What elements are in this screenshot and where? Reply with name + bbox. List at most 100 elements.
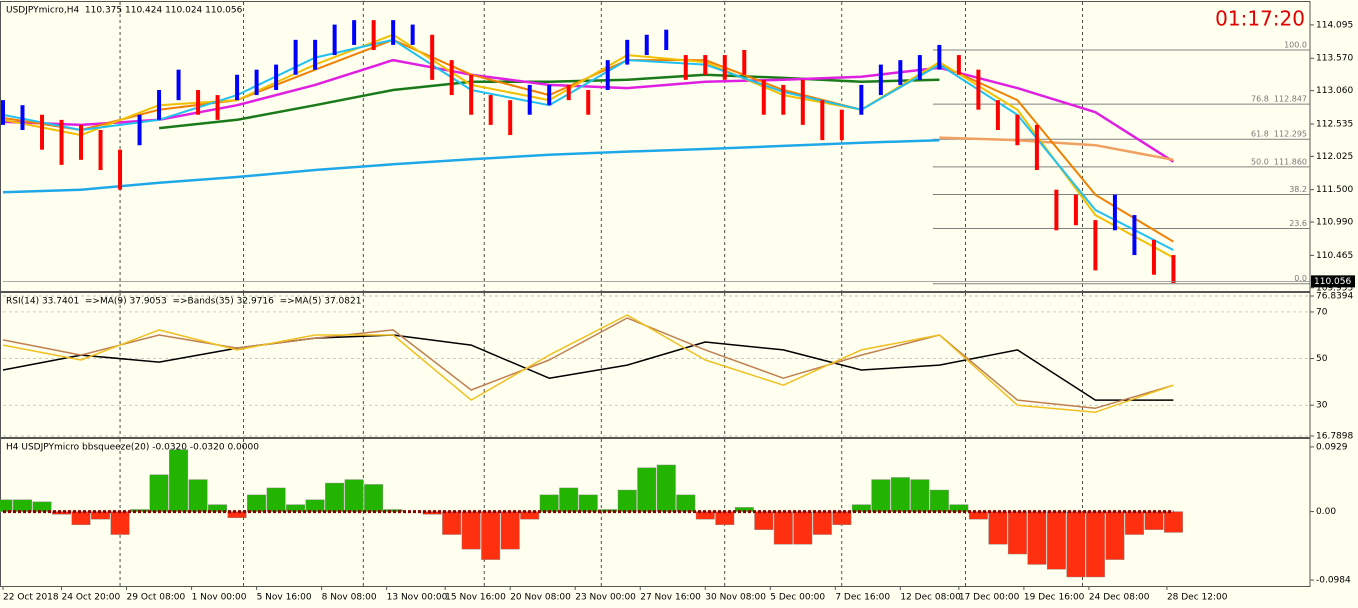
histogram-bar [1046, 511, 1066, 570]
y-tick-label: 50 [1316, 354, 1328, 364]
panel [0, 438, 1311, 587]
x-tick-label: 17 Dec 00:00 [959, 593, 1020, 603]
histogram-bar [188, 479, 208, 512]
x-tick-label: 19 Dec 16:00 [1024, 593, 1085, 603]
y-tick-label: -0.0984 [1316, 576, 1351, 586]
histogram-bar [1144, 511, 1164, 530]
panel [0, 1, 1311, 292]
histogram-bar [305, 499, 325, 512]
histogram-bar [929, 489, 949, 512]
fib-label: 61.8 112.295 [1251, 130, 1307, 139]
y-tick-label: 0.00 [1316, 507, 1336, 517]
y-tick-label: 30 [1316, 401, 1328, 411]
histogram-bar [1007, 511, 1027, 555]
timer: 01:17:20 [1215, 7, 1305, 31]
x-tick-label: 24 Dec 08:00 [1089, 593, 1150, 603]
x-tick-label: 28 Dec 12:00 [1167, 593, 1228, 603]
histogram-bar [442, 511, 462, 535]
y-tick-label: 76.8394 [1316, 292, 1353, 302]
histogram-bar [461, 511, 481, 550]
last-price-label: 110.056 [1314, 277, 1351, 287]
x-tick-label: 5 Dec 00:00 [770, 593, 825, 603]
indicator-line [2, 317, 1174, 409]
x-tick-label: 23 Nov 00:00 [575, 593, 636, 603]
x-tick-label: 30 Nov 08:00 [705, 593, 766, 603]
indicator-line [2, 138, 940, 194]
x-tick-label: 7 Dec 16:00 [835, 593, 890, 603]
y-tick-label: 110.990 [1316, 218, 1353, 228]
histogram-bar [715, 511, 735, 526]
histogram-bar [1027, 511, 1047, 565]
histogram-bar [676, 494, 696, 512]
histogram-bar [539, 494, 559, 512]
x-tick-label: 20 Nov 08:00 [510, 593, 571, 603]
y-tick-label: 110.465 [1316, 251, 1353, 261]
histogram-bar [110, 511, 130, 535]
y-tick-label: 111.500 [1316, 185, 1353, 195]
histogram-bar [559, 487, 579, 512]
x-tick-label: 29 Oct 08:00 [127, 593, 186, 603]
histogram-bar [773, 511, 793, 545]
fib-label: 50.0 111.860 [1251, 157, 1307, 166]
y-tick-label: 16.7898 [1316, 432, 1353, 442]
histogram-bar [1085, 511, 1105, 578]
indicator-line [939, 136, 1174, 162]
histogram-bar [812, 511, 832, 535]
histogram-bar [637, 467, 657, 512]
histogram-bar [754, 511, 774, 530]
x-tick-label: 12 Dec 08:00 [900, 593, 961, 603]
histogram-bar [1066, 511, 1086, 578]
histogram-bar [208, 504, 228, 512]
fib-label: 100.0 [1284, 40, 1307, 49]
panel-title: USDJPYmicro,H4 110.375 110.424 110.024 1… [6, 6, 243, 16]
panel-title: H4 USDJPYmicro bbsqueeze(20) -0.0320 -0.… [6, 443, 259, 453]
x-tick-label: 15 Nov 16:00 [445, 593, 506, 603]
fib-label: 0.0 [1294, 274, 1307, 283]
y-tick-label: 113.060 [1316, 86, 1353, 96]
histogram-bar [910, 479, 930, 512]
y-tick-label: 109.955 [1316, 283, 1353, 293]
histogram-bar [1163, 511, 1183, 533]
histogram-bar [13, 499, 32, 512]
fib-label: 38.2 [1289, 185, 1307, 194]
y-tick-label: 70 [1316, 307, 1328, 317]
fib-label: 23.6 [1289, 219, 1307, 228]
histogram-bar [71, 511, 91, 526]
histogram-bar [169, 449, 189, 512]
x-tick-label: 24 Oct 20:00 [62, 593, 121, 603]
y-tick-label: 113.570 [1316, 54, 1353, 64]
y-tick-label: 114.095 [1316, 20, 1353, 30]
histogram-bar [832, 511, 852, 526]
x-tick-label: 22 Oct 2018 [3, 593, 59, 603]
fib-label: 76.8 112.847 [1251, 95, 1307, 104]
histogram-bar [500, 511, 520, 550]
indicator-line [2, 334, 1174, 401]
histogram-bar [890, 477, 910, 512]
histogram-bar [364, 484, 384, 512]
histogram-bar [988, 511, 1008, 545]
indicator-line [2, 33, 1174, 259]
histogram-bar [32, 501, 52, 512]
histogram-bar [325, 482, 345, 512]
x-tick-label: 5 Nov 16:00 [257, 593, 312, 603]
x-tick-label: 8 Nov 08:00 [322, 593, 377, 603]
panel [0, 292, 1311, 438]
indicator-line [2, 314, 1174, 413]
x-tick-label: 1 Nov 00:00 [192, 593, 247, 603]
last-price-tag [1311, 275, 1355, 288]
histogram-bar [656, 464, 676, 512]
histogram-bar [578, 494, 598, 512]
y-tick-label: 112.025 [1316, 152, 1353, 162]
histogram-bar [344, 479, 364, 512]
histogram-bar [0, 499, 13, 512]
panel-title: RSI(14) 33.7401 =>MA(9) 37.9053 =>Bands(… [6, 297, 361, 307]
histogram-bar [871, 479, 891, 512]
histogram-bar [851, 504, 871, 512]
y-tick-label: 0.0929 [1316, 442, 1348, 452]
x-tick-label: 27 Nov 16:00 [640, 593, 701, 603]
histogram-bar [227, 511, 247, 519]
y-tick-label: 112.535 [1316, 119, 1353, 129]
histogram-bar [617, 489, 637, 512]
